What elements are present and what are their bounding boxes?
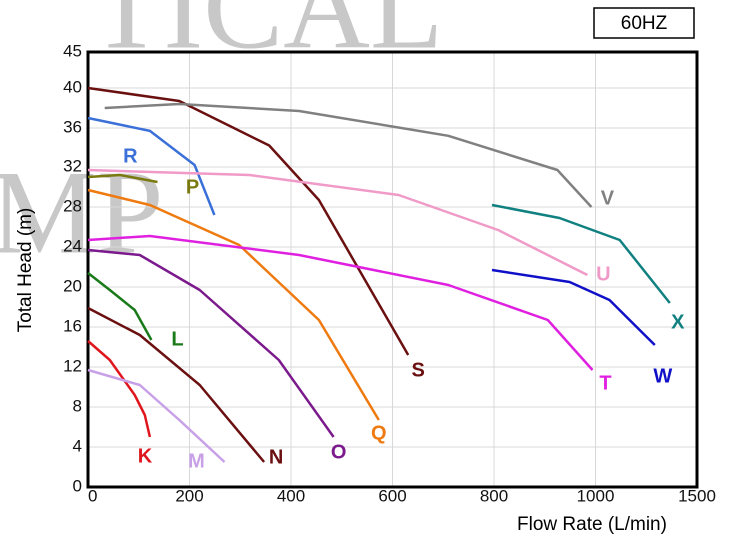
y-tick-label: 4	[73, 436, 82, 455]
curve	[87, 368, 226, 463]
curve	[491, 203, 671, 304]
x-tick-label: 1500	[678, 486, 716, 505]
series-label: K	[138, 445, 153, 467]
series-label: V	[601, 187, 615, 209]
curve	[87, 340, 152, 438]
y-tick-label: 32	[63, 156, 82, 175]
y-tick-label: 0	[73, 476, 82, 495]
curve	[491, 268, 656, 346]
y-tick-label: 36	[63, 117, 82, 136]
series-label: Q	[371, 422, 387, 444]
x-tick-label: 400	[277, 486, 305, 505]
badge: 60HZ	[621, 13, 668, 34]
curve	[87, 306, 266, 463]
y-tick-label: 45	[63, 41, 82, 60]
watermark: TICAL	[90, 0, 443, 74]
y-tick-label: 16	[63, 316, 82, 335]
series-label: S	[412, 359, 425, 381]
series-label: P	[186, 176, 199, 198]
x-tick-label: 600	[378, 486, 406, 505]
series-label: U	[596, 263, 610, 285]
badge-box	[593, 7, 695, 39]
x-tick-label: 800	[480, 486, 508, 505]
x-tick-label: 1000	[577, 486, 615, 505]
curve	[104, 102, 593, 208]
series-label: T	[599, 372, 611, 394]
series-label: N	[269, 446, 283, 468]
y-axis-label: Total Head (m)	[15, 208, 36, 333]
curve	[87, 248, 335, 438]
series-label: O	[331, 441, 347, 463]
curve	[87, 116, 216, 216]
series-label: L	[171, 328, 183, 350]
series-label: R	[123, 145, 138, 167]
y-tick-label: 24	[63, 236, 82, 255]
curve	[87, 272, 153, 341]
y-tick-label: 28	[63, 196, 82, 215]
watermark: MP	[0, 146, 163, 279]
x-axis-label: Flow Rate (L/min)	[517, 514, 667, 535]
series-label: M	[188, 450, 205, 472]
curve	[87, 168, 588, 277]
y-tick-label: 8	[73, 396, 82, 415]
curve	[87, 86, 410, 356]
series-label: X	[671, 311, 685, 333]
y-tick-label: 12	[63, 356, 82, 375]
x-tick-label: 200	[175, 486, 203, 505]
series-label: W	[653, 365, 672, 387]
curve	[87, 188, 380, 421]
y-tick-label: 20	[63, 276, 82, 295]
x-tick-label: 0	[88, 486, 97, 505]
plot-area: 0 4 8 12 16 20 24 28 32 36 40 45 0 200 400 600 800 1000 15…	[63, 41, 716, 505]
curve	[87, 173, 158, 184]
y-tick-label: 40	[63, 77, 82, 96]
curve	[87, 234, 594, 371]
plot-frame	[86, 50, 699, 489]
